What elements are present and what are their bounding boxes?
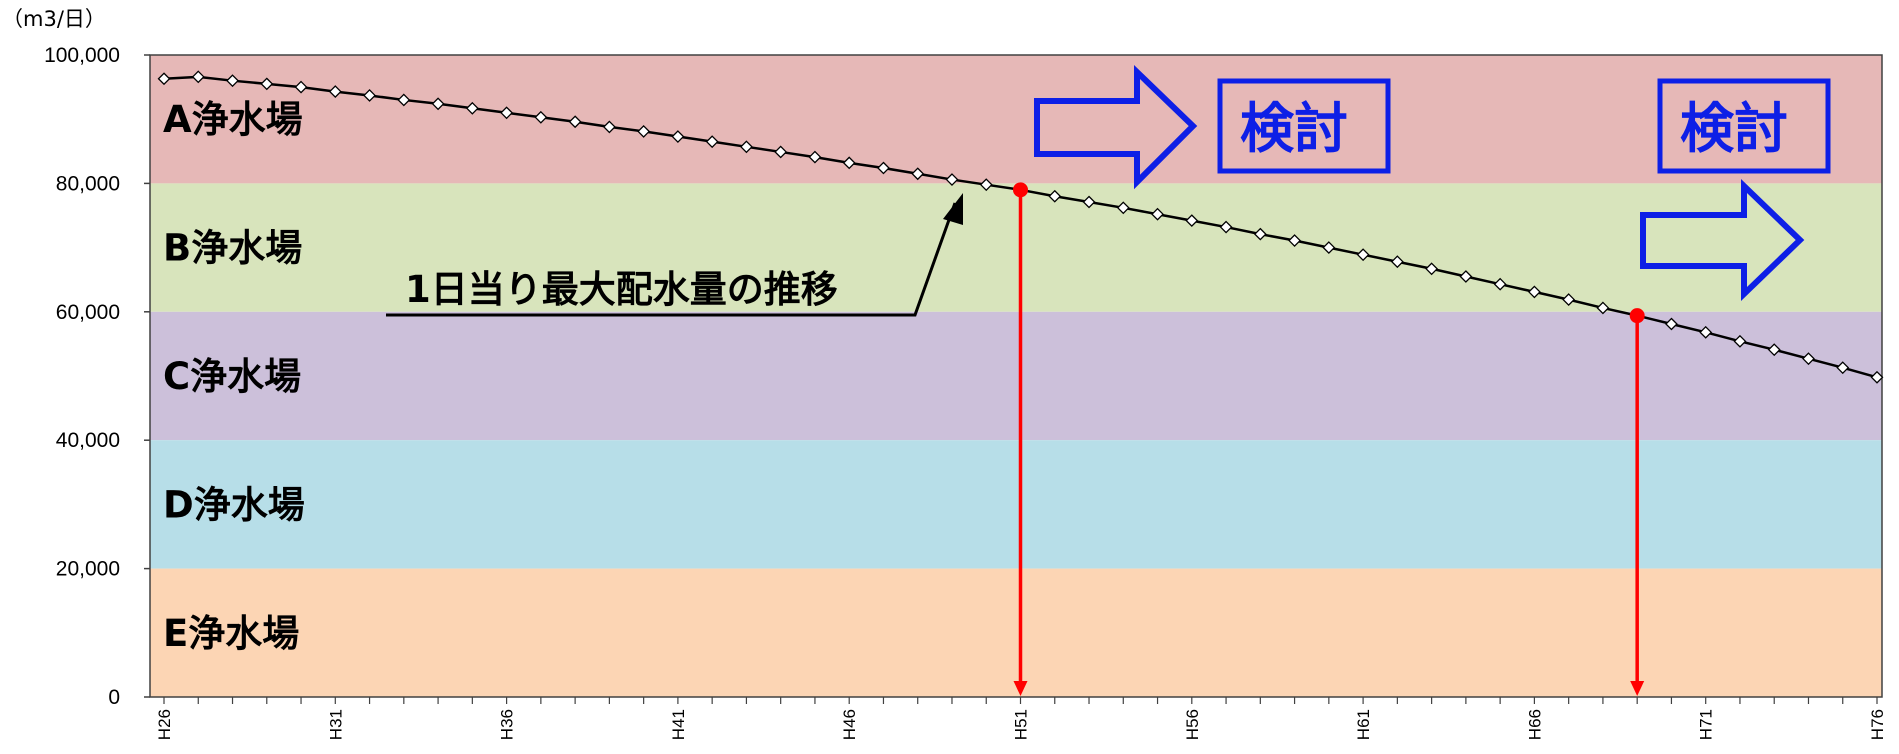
x-tick-label-8: H66 (1525, 709, 1544, 740)
series-0-point-H75 (1836, 361, 1850, 375)
kento-callout-1: 検討 (1034, 64, 1391, 190)
blue-right-arrow-2 (1640, 178, 1805, 302)
series-0-point-H64 (1459, 270, 1473, 283)
series-0-point-H34 (431, 97, 445, 111)
series-0-point-H58 (1253, 227, 1267, 241)
band-2 (150, 311, 1882, 441)
series-0-point-H70 (1665, 317, 1678, 331)
series-0-point-H30 (294, 80, 308, 94)
x-tick-label-6: H56 (1183, 709, 1202, 740)
series-0-point-H57 (1219, 220, 1233, 234)
y-tick-label-5: 100,000 (44, 44, 120, 67)
series-0-point-H44 (774, 145, 788, 159)
series-0-point-H56 (1185, 214, 1199, 228)
band-1 (150, 183, 1882, 312)
x-tick-label-2: H36 (498, 709, 517, 740)
highlight-markers (1013, 182, 1645, 696)
station-bands (150, 55, 1882, 697)
series-0-point-H60 (1322, 241, 1336, 255)
series-0-point-H65 (1493, 277, 1507, 291)
kento-callout-2: 検討 (1640, 78, 1831, 302)
series-0-point-H38 (568, 115, 582, 129)
series-0-point-H48 (911, 167, 925, 181)
x-tick-label-1: H31 (326, 709, 345, 740)
band-label-3: D浄水場 (163, 483, 305, 526)
series-0-point-H76 (1870, 370, 1884, 384)
series-0-point-H40 (637, 124, 651, 138)
x-tick-label-9: H71 (1697, 709, 1716, 740)
series-0-point-H28 (226, 74, 239, 88)
series-0-point-H73 (1767, 343, 1781, 357)
series-annotation-label: 1日当り最大配水量の推移 (405, 268, 838, 311)
x-tick-label-5: H51 (1012, 709, 1031, 740)
series-0-point-H33 (397, 93, 411, 107)
series-0-point-H61 (1356, 248, 1370, 262)
series-0-point-H55 (1151, 207, 1164, 221)
blue-right-arrow-1 (1034, 64, 1198, 190)
series-0-point-H37 (534, 110, 548, 124)
series-annotation-leader (386, 202, 957, 317)
y-tick-label-1: 20,000 (56, 558, 120, 581)
series-0-point-H36 (500, 106, 514, 120)
series-0-point-H47 (877, 161, 890, 175)
series-0-point-H72 (1733, 334, 1747, 348)
series-0-point-H74 (1802, 352, 1815, 366)
band-label-1: B浄水場 (163, 227, 302, 270)
x-tick-label-7: H61 (1354, 709, 1373, 740)
kento-label-1: 検討 (1240, 97, 1348, 160)
band-4 (150, 568, 1882, 697)
series-0-point-H63 (1425, 262, 1439, 276)
series-annotation: 1日当り最大配水量の推移 (386, 193, 963, 317)
series-0-point-H29 (260, 77, 274, 91)
series-0-point-H66 (1527, 285, 1541, 299)
series-0-point-H49 (945, 173, 959, 186)
x-axis: H26 H31 H36 H41 H46 H51 H56 H61 H66 H71 H76 (155, 697, 1887, 740)
highlight-dot-0 (1013, 182, 1028, 198)
series-0-point-H27 (191, 70, 205, 84)
series-0-point-H71 (1699, 325, 1713, 339)
series-0-point-H59 (1288, 234, 1301, 247)
series-0-point-H53 (1082, 195, 1096, 209)
band-labels: A浄水場 B浄水場 C浄水場 D浄水場 E浄水場 (163, 98, 305, 655)
band-3 (150, 440, 1882, 569)
x-tick-label-10: H76 (1868, 709, 1887, 740)
kento-box-2 (1657, 78, 1831, 174)
band-0 (150, 55, 1882, 184)
y-tick-label-0: 0 (108, 686, 120, 709)
series-0-point-H31 (328, 85, 342, 99)
series-0-point-H32 (363, 89, 376, 102)
series-0-point-H41 (671, 130, 685, 143)
band-label-2: C浄水場 (163, 355, 301, 398)
series-0-point-H68 (1596, 301, 1610, 315)
series-0-point-H52 (1048, 189, 1062, 203)
y-tick-label-2: 40,000 (56, 429, 120, 452)
x-tick-label-3: H41 (669, 709, 688, 740)
x-tick-label-0: H26 (155, 709, 174, 740)
series-0-point-H26 (157, 72, 171, 86)
series-0-point-H62 (1390, 255, 1404, 269)
series-0-point-H42 (705, 135, 719, 149)
series-0-point-H45 (808, 150, 822, 164)
y-axis: 0 20,000 40,000 60,000 80,000 100,000 (44, 44, 150, 709)
series-0-point-H50 (979, 178, 993, 192)
series-annotation-arrowhead (943, 193, 963, 225)
y-unit-label: （m3/日） (2, 7, 106, 31)
series-0-point-H54 (1116, 201, 1130, 215)
series-0-point-H67 (1562, 293, 1576, 307)
band-label-0: A浄水場 (163, 98, 303, 141)
series-0-point-H35 (465, 101, 479, 115)
y-tick-label-4: 80,000 (56, 172, 120, 195)
kento-label-2: 検討 (1680, 97, 1788, 160)
highlight-dot-1 (1629, 308, 1645, 324)
y-tick-label-3: 60,000 (56, 301, 120, 324)
highlight-drop-arrowhead-0 (1013, 681, 1028, 696)
kento-box-1 (1217, 78, 1391, 174)
series-0-point-H46 (842, 156, 856, 170)
band-label-4: E浄水場 (163, 612, 299, 655)
series-0-point-H39 (602, 120, 616, 134)
x-tick-label-4: H46 (840, 709, 859, 740)
series-0-point-H43 (740, 140, 753, 154)
highlight-drop-arrowhead-1 (1630, 681, 1645, 696)
